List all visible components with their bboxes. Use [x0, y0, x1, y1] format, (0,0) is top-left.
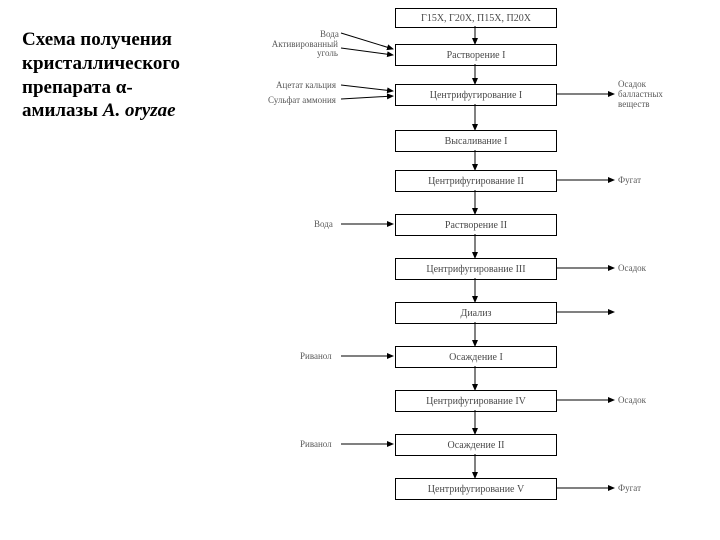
title-line-4: амилазы — [22, 100, 98, 121]
step-box-10: Осаждение II — [395, 434, 557, 456]
step-box-7: Диализ — [395, 302, 557, 324]
in-label-voda-2: Вода — [314, 219, 333, 229]
top-input-label: Г15Х, Г20Х, П15Х, П20Х — [421, 13, 531, 24]
out-label-osadok-ballast: Осадок балластных веществ — [618, 79, 663, 109]
step-box-5: Растворение II — [395, 214, 557, 236]
step-box-9: Центрифугирование IV — [395, 390, 557, 412]
step-box-8: Осаждение I — [395, 346, 557, 368]
step-label-6: Центрифугирование III — [426, 264, 525, 275]
step-label-1: Растворение I — [447, 50, 506, 61]
step-box-6: Центрифугирование III — [395, 258, 557, 280]
out-label-fugat-1: Фугат — [618, 175, 641, 185]
step-label-2: Центрифугирование I — [430, 90, 523, 101]
step-label-4: Центрифугирование II — [428, 176, 524, 187]
step-label-7: Диализ — [461, 308, 492, 319]
in-label-ugol-1: Активированныйуголь — [270, 40, 338, 58]
title-line-3: препарата α- — [22, 77, 133, 98]
out-label-fugat-2: Фугат — [618, 483, 641, 493]
step-label-10: Осаждение II — [448, 440, 505, 451]
in-label-acetate: Ацетат кальция — [276, 80, 336, 90]
in-label-voda-1: Вода — [320, 29, 339, 39]
step-box-3: Высаливание I — [395, 130, 557, 152]
step-label-11: Центрифугирование V — [428, 484, 524, 495]
in-label-sulphate: Сульфат аммония — [268, 95, 336, 105]
top-input-box: Г15Х, Г20Х, П15Х, П20Х — [395, 8, 557, 28]
out-label-osadok-2: Осадок — [618, 263, 646, 273]
step-box-11: Центрифугирование V — [395, 478, 557, 500]
in-label-rivanol-1: Риванол — [300, 351, 332, 361]
diagram-title: Схема получения кристаллического препара… — [22, 28, 212, 123]
step-label-9: Центрифугирование IV — [426, 396, 526, 407]
step-label-3: Высаливание I — [445, 136, 508, 147]
title-line-2: кристаллического — [22, 53, 180, 74]
step-label-5: Растворение II — [445, 220, 507, 231]
title-italic: A. oryzae — [103, 100, 176, 121]
out-label-osadok-3: Осадок — [618, 395, 646, 405]
title-line-1: Схема получения — [22, 29, 172, 50]
step-box-1: Растворение I — [395, 44, 557, 66]
step-box-2: Центрифугирование I — [395, 84, 557, 106]
step-box-4: Центрифугирование II — [395, 170, 557, 192]
step-label-8: Осаждение I — [449, 352, 503, 363]
in-label-rivanol-2: Риванол — [300, 439, 332, 449]
